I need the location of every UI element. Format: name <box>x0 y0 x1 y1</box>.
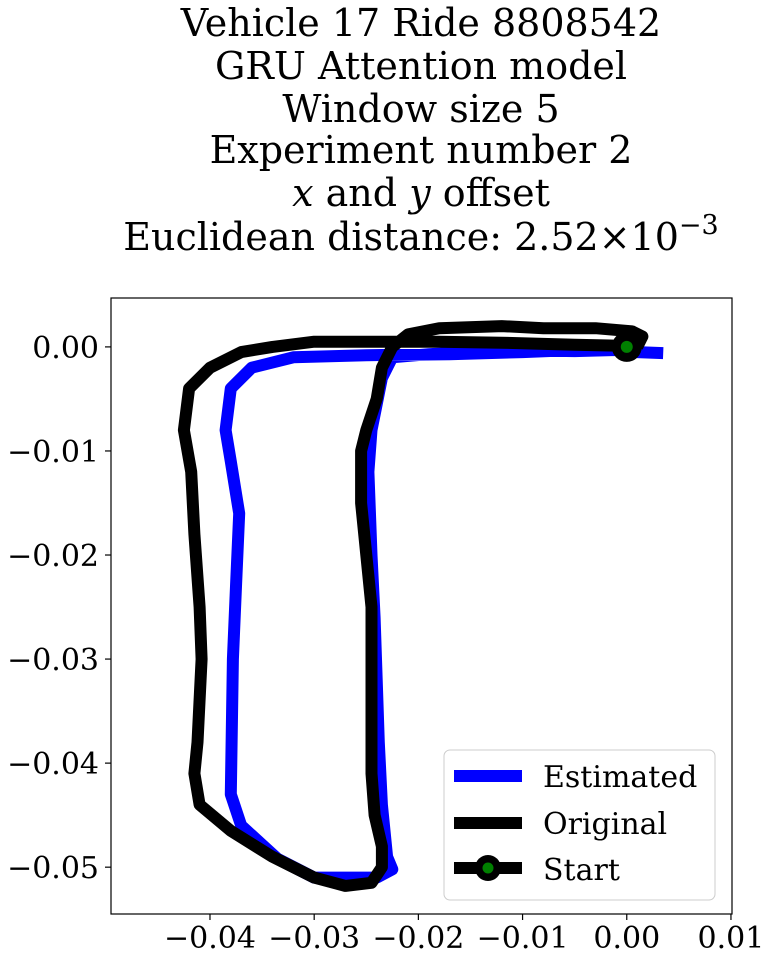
x-tick-label: −0.04 <box>164 921 256 956</box>
title-line-1: Vehicle 17 Ride 8808542 <box>180 1 661 45</box>
x-tick-label: −0.01 <box>477 921 569 956</box>
x-tick-label: −0.02 <box>372 921 464 956</box>
legend-label-original: Original <box>543 807 667 842</box>
title-line-2: GRU Attention model <box>215 44 627 88</box>
y-tick-label: −0.04 <box>7 747 99 782</box>
and-word: and <box>314 171 410 215</box>
chart-title: Vehicle 17 Ride 8808542 GRU Attention mo… <box>123 1 718 259</box>
legend-label-start: Start <box>543 853 620 888</box>
y-tick-label: −0.01 <box>7 435 99 470</box>
offset-word: offset <box>431 171 550 215</box>
title-line-distance: Euclidean distance: 2.52×10−3 <box>123 210 718 259</box>
x-tick-label: 0.01 <box>698 921 765 956</box>
distance-exponent: −3 <box>679 210 719 241</box>
y-tick-label: −0.05 <box>7 851 99 886</box>
y-tick-label: 0.00 <box>32 331 99 366</box>
legend: Estimated Original Start <box>443 749 716 901</box>
y-tick-label: −0.02 <box>7 539 99 574</box>
x-tick-label: 0.00 <box>593 921 660 956</box>
distance-prefix: Euclidean distance: <box>123 215 514 259</box>
start-marker-layer <box>611 331 642 362</box>
series-line-original <box>177 320 649 892</box>
distance-mantissa: 2.52 <box>514 215 599 259</box>
title-line-3: Window size 5 <box>282 87 559 131</box>
x-symbol: x <box>292 171 313 215</box>
legend-label-estimated: Estimated <box>543 760 697 795</box>
distance-times: ×10 <box>599 215 679 259</box>
y-axis-ticks: 0.00 −0.01 −0.02 −0.03 −0.04 −0.05 <box>7 331 111 886</box>
title-line-4: Experiment number 2 <box>210 128 633 172</box>
y-symbol: y <box>407 171 431 215</box>
start-marker-dot <box>620 340 633 353</box>
y-tick-label: −0.03 <box>7 643 99 678</box>
series-layer <box>177 320 664 892</box>
plot-frame <box>110 297 733 915</box>
x-tick-label: −0.03 <box>268 921 360 956</box>
legend-swatch-start-dot <box>482 862 494 874</box>
x-axis-ticks: −0.04 −0.03 −0.02 −0.01 0.00 0.01 <box>164 914 764 956</box>
title-line-offset: x and y offset <box>292 171 550 215</box>
